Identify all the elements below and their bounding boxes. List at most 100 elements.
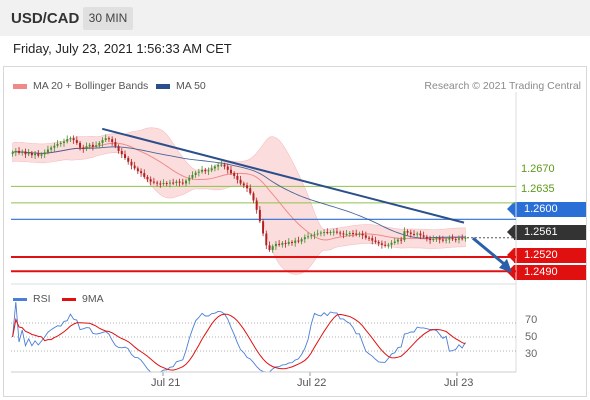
- bollinger-swatch-icon: [13, 83, 27, 89]
- candle-body: [413, 233, 416, 235]
- candle-body: [246, 185, 249, 189]
- candle-body: [133, 165, 136, 169]
- candle-body: [21, 151, 24, 153]
- ma50-line: [12, 146, 466, 239]
- timeframe-badge[interactable]: 30 MIN: [83, 7, 133, 30]
- legend-bollinger: MA 20 + Bollinger Bands: [13, 80, 148, 92]
- candle-body: [239, 179, 242, 184]
- candle-body: [329, 232, 332, 234]
- candle-body: [107, 138, 110, 140]
- candle-body: [104, 138, 107, 141]
- forecast-arrow-shaft: [472, 237, 505, 266]
- candle-body: [146, 176, 149, 180]
- candle-body: [319, 232, 322, 234]
- candle-body: [152, 181, 155, 183]
- candle-body: [69, 138, 72, 140]
- candle-body: [445, 239, 448, 241]
- candle-body: [56, 143, 59, 146]
- candle-body: [91, 144, 94, 147]
- x-tick-jul22: Jul 22: [297, 377, 327, 389]
- ma50-swatch-icon: [156, 83, 170, 89]
- candle-body: [335, 231, 338, 233]
- candle-body: [371, 238, 374, 241]
- rsi-swatch-icon: [13, 297, 27, 301]
- candle-body: [220, 164, 223, 166]
- legend-9ma-label: 9MA: [82, 293, 104, 305]
- last-price-tag: 1.2561: [507, 225, 586, 240]
- candle-body: [111, 139, 114, 142]
- candle-body: [172, 182, 175, 184]
- candle-body: [358, 233, 361, 235]
- candle-body: [416, 233, 419, 235]
- candle-body: [422, 235, 425, 237]
- pivot-level-tag: 1.2600: [507, 202, 586, 217]
- candle-body: [457, 238, 460, 240]
- candle-body: [262, 221, 265, 234]
- candle-body: [281, 242, 284, 245]
- candle-body: [98, 142, 101, 146]
- candle-body: [66, 139, 69, 142]
- candle-body: [438, 238, 441, 240]
- candle-body: [210, 168, 213, 171]
- candle-body: [226, 166, 229, 170]
- candle-body: [284, 242, 287, 244]
- candle-body: [451, 238, 454, 240]
- candle-body: [75, 140, 78, 143]
- report-datetime: Friday, July 23, 2021 1:56:33 AM CET: [13, 41, 232, 56]
- legend-bollinger-label: MA 20 + Bollinger Bands: [33, 80, 149, 92]
- candle-body: [34, 153, 37, 156]
- candle-body: [149, 179, 152, 182]
- candle-body: [191, 175, 194, 178]
- candle-body: [201, 169, 204, 172]
- legend-ma50: MA 50: [156, 80, 206, 92]
- candle-body: [355, 233, 358, 235]
- candle-body: [156, 182, 159, 184]
- candle-body: [432, 239, 435, 241]
- candle-body: [124, 154, 126, 159]
- candle-body: [429, 238, 432, 241]
- candle-body: [461, 238, 464, 240]
- rsi-level-50: 50: [525, 331, 538, 343]
- candle-body: [27, 152, 30, 155]
- legend-rsi-label: RSI: [33, 293, 51, 305]
- trendline: [101, 127, 465, 224]
- support-tag-1: 1.2520: [507, 248, 586, 263]
- candle-body: [43, 152, 46, 155]
- candle-body: [188, 177, 191, 181]
- candle-body: [390, 242, 393, 245]
- rsi-level-70: 70: [525, 314, 538, 326]
- candle-body: [393, 241, 396, 243]
- candle-body: [300, 239, 303, 242]
- candle-body: [162, 183, 165, 185]
- candle-body: [30, 152, 33, 156]
- candle-body: [46, 149, 49, 153]
- candle-body: [62, 141, 65, 143]
- candle-body: [400, 239, 403, 241]
- candle-body: [37, 153, 40, 156]
- candle-body: [409, 232, 412, 234]
- candle-body: [374, 240, 377, 242]
- candle-body: [287, 241, 290, 244]
- candle-body: [419, 233, 422, 236]
- candle-body: [396, 239, 399, 242]
- candle-body: [368, 237, 371, 239]
- candle-body: [79, 142, 82, 148]
- candle-body: [342, 233, 345, 235]
- candle-body: [120, 150, 123, 155]
- legend-ma50-label: MA 50: [176, 80, 206, 92]
- candle-body: [352, 233, 354, 235]
- candle-body: [82, 147, 85, 150]
- candle-body: [236, 175, 239, 180]
- resistance-label-1: 1.2670: [521, 163, 555, 175]
- candle-body: [130, 161, 133, 166]
- candle-body: [384, 244, 387, 246]
- candle-body: [101, 140, 104, 143]
- candle-body: [441, 239, 444, 241]
- research-credit: Research © 2021 Trading Central: [424, 80, 581, 92]
- candle-body: [59, 142, 62, 144]
- ma20-line: [12, 142, 466, 241]
- candle-body: [72, 138, 75, 141]
- candle-body: [185, 180, 188, 184]
- candle-body: [348, 233, 351, 235]
